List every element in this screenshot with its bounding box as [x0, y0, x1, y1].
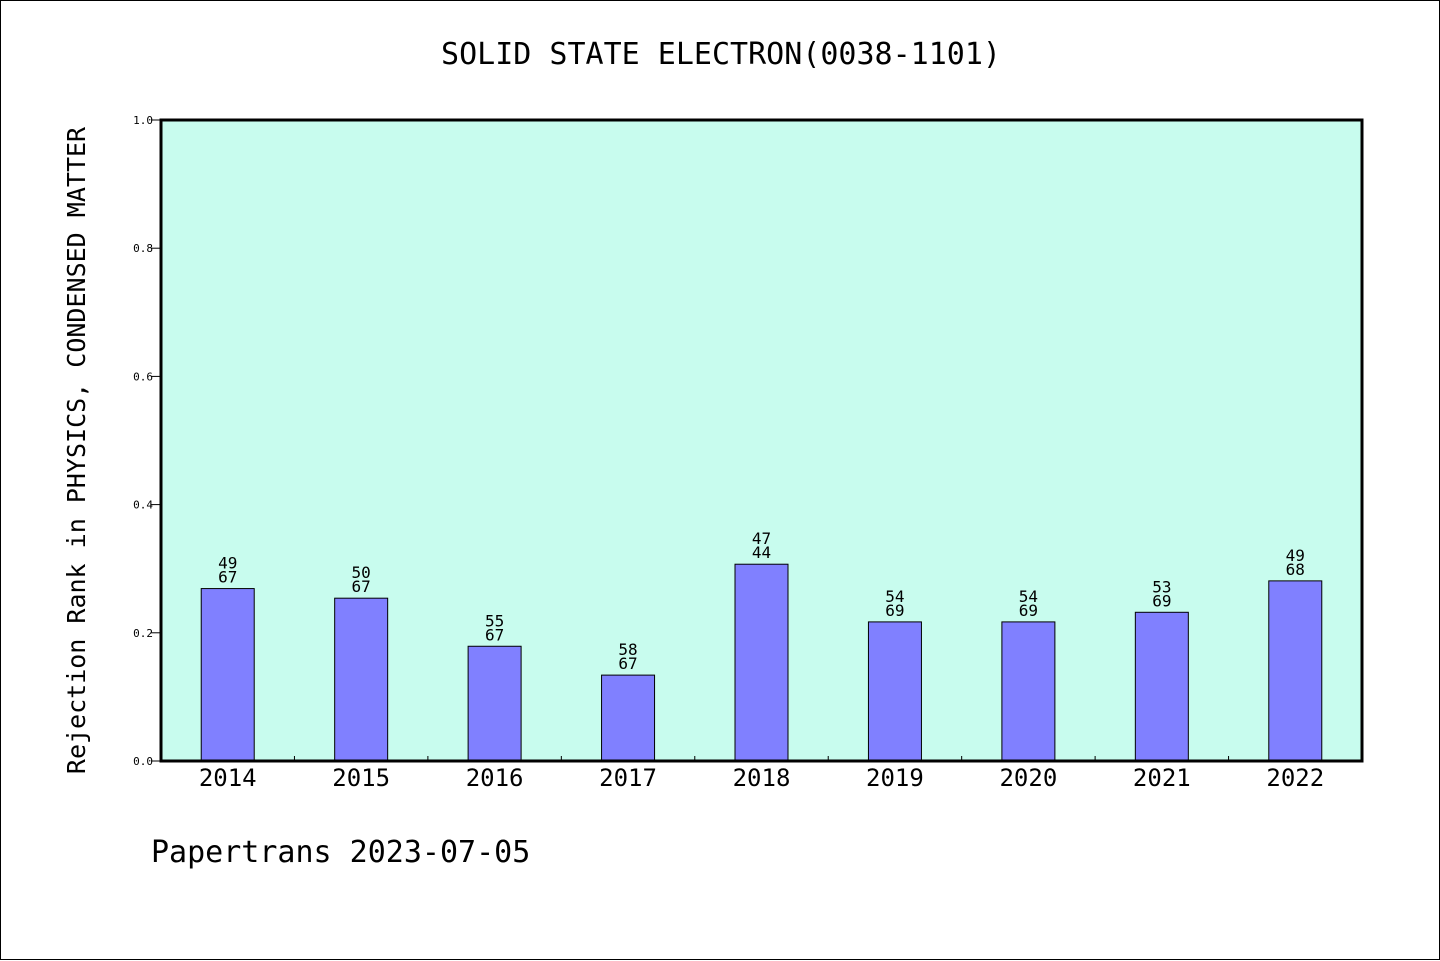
- bar-label-bottom-2018: 44: [752, 543, 771, 562]
- x-tick-label-2021: 2021: [1133, 764, 1191, 792]
- y-tick-label: 1.0: [133, 114, 153, 127]
- x-tick-label-2014: 2014: [199, 764, 257, 792]
- bar-label-bottom-2014: 67: [218, 568, 237, 587]
- bar-label-top-2022: 49: [1286, 546, 1305, 565]
- x-tick-label-2016: 2016: [466, 764, 524, 792]
- bar-2015: [334, 597, 389, 762]
- bar-label-top-2014: 49: [218, 554, 237, 573]
- bar-2021: [1134, 611, 1189, 762]
- x-tick-label-2018: 2018: [733, 764, 791, 792]
- bar-2020: [1001, 621, 1056, 762]
- y-tick-label: 0.6: [133, 370, 153, 383]
- x-tick-label-2017: 2017: [599, 764, 657, 792]
- bar-2022: [1268, 580, 1323, 762]
- x-tick-label-2015: 2015: [332, 764, 390, 792]
- bar-2017: [601, 674, 656, 762]
- y-tick-label: 0.8: [133, 242, 153, 255]
- bar-2018: [734, 563, 789, 762]
- bar-label-top-2021: 53: [1152, 577, 1171, 596]
- x-tick-label-2019: 2019: [866, 764, 924, 792]
- y-tick-label: 0.2: [133, 627, 153, 640]
- bar-label-top-2020: 54: [1019, 587, 1038, 606]
- x-tick-label-2020: 2020: [999, 764, 1057, 792]
- y-axis: 0.0 0.2 0.4 0.6 0.8 1.0: [133, 114, 161, 768]
- y-axis-label: Rejection Rank in PHYSICS, CONDENSED MAT…: [62, 126, 91, 774]
- bar-label-bottom-2021: 69: [1152, 591, 1171, 610]
- bar-label-bottom-2020: 69: [1019, 601, 1038, 620]
- y-tick-label: 0.0: [133, 755, 153, 768]
- bar-label-bottom-2015: 67: [352, 577, 371, 596]
- bar-label-top-2019: 54: [885, 587, 904, 606]
- bar-label-bottom-2019: 69: [885, 601, 904, 620]
- bar-label-top-2016: 55: [485, 611, 504, 630]
- bar-label-top-2015: 50: [352, 563, 371, 582]
- bar-label-bottom-2017: 67: [618, 654, 637, 673]
- bar-label-top-2018: 47: [752, 529, 771, 548]
- footer-text: Papertrans 2023-07-05: [151, 835, 531, 870]
- bar-2016: [467, 645, 522, 762]
- x-axis: 2014 2015 2016 2017 2018 2019 2020 2021 2022: [199, 756, 1324, 792]
- bar-2014: [200, 588, 255, 762]
- bar-label-bottom-2022: 68: [1286, 560, 1305, 579]
- bar-label-top-2017: 58: [618, 640, 637, 659]
- bars-layer: [200, 563, 1323, 762]
- x-tick-label-2022: 2022: [1266, 764, 1324, 792]
- bar-2019: [867, 621, 922, 762]
- bar-label-bottom-2016: 67: [485, 625, 504, 644]
- y-tick-label: 0.4: [133, 499, 153, 512]
- chart-title: SOLID STATE ELECTRON(0038-1101): [441, 37, 1001, 72]
- plot-border: [159, 118, 1364, 763]
